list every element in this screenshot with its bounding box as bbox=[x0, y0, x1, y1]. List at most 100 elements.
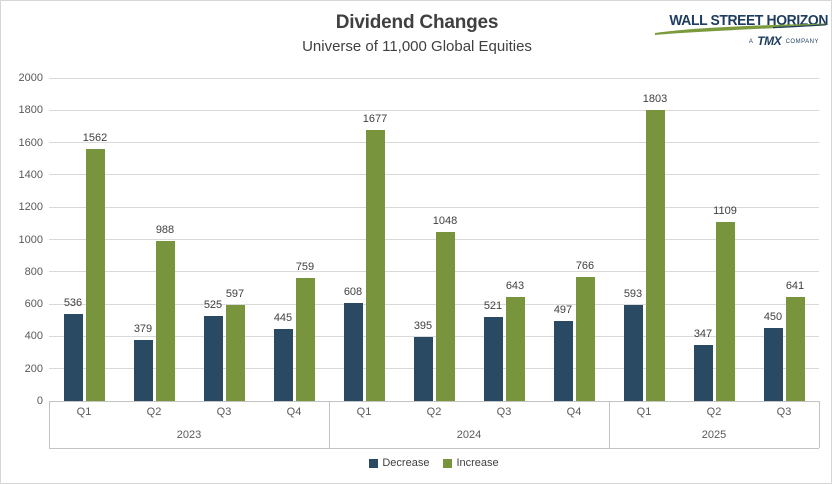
bar-decrease-2024-Q4 bbox=[553, 320, 573, 401]
quarter-label-2023-Q3: Q3 bbox=[216, 406, 232, 418]
chart-title: Dividend Changes bbox=[335, 12, 499, 33]
bar-value-increase-2023-Q3: 597 bbox=[225, 287, 245, 300]
legend-swatch-increase bbox=[443, 458, 453, 468]
bar-decrease-2025-Q2 bbox=[693, 344, 713, 401]
bar-value-decrease-2025-Q2: 347 bbox=[693, 327, 713, 340]
legend-label-increase: Increase bbox=[456, 457, 499, 469]
bar-value-decrease-2024-Q2: 395 bbox=[413, 320, 433, 333]
bar-value-decrease-2024-Q4: 497 bbox=[553, 303, 573, 316]
bar-value-decrease-2025-Q1: 593 bbox=[623, 288, 643, 301]
logo-tagline-a: A bbox=[748, 39, 753, 45]
quarter-label-2024-Q3: Q3 bbox=[496, 406, 512, 418]
bar-value-increase-2023-Q1: 1562 bbox=[82, 131, 108, 144]
bar-value-increase-2024-Q2: 1048 bbox=[432, 214, 458, 227]
gridline-200 bbox=[49, 368, 819, 370]
bar-increase-2024-Q1 bbox=[365, 130, 385, 401]
year-label-2025: 2025 bbox=[701, 429, 727, 441]
logo-tagline: A TMX COMPANY bbox=[749, 32, 819, 50]
bar-decrease-2023-Q2 bbox=[133, 339, 153, 401]
quarter-label-2025-Q1: Q1 bbox=[636, 406, 652, 418]
bar-increase-2023-Q3 bbox=[225, 304, 245, 401]
bar-decrease-2025-Q3 bbox=[763, 328, 783, 401]
gridline-1200 bbox=[49, 206, 819, 208]
y-axis-tick-600: 600 bbox=[24, 298, 43, 311]
chart-subtitle: Universe of 11,000 Global Equities bbox=[302, 38, 532, 55]
bar-value-decrease-2023-Q2: 379 bbox=[133, 322, 153, 335]
gridline-1400 bbox=[49, 174, 819, 176]
axis-band-bottom-line bbox=[49, 447, 819, 449]
bar-value-increase-2024-Q1: 1677 bbox=[362, 113, 388, 126]
bar-value-decrease-2024-Q3: 521 bbox=[483, 299, 503, 312]
y-axis-tick-800: 800 bbox=[24, 265, 43, 278]
legend-item-decrease: Decrease bbox=[369, 457, 429, 469]
bar-increase-2025-Q2 bbox=[715, 221, 735, 401]
wall-street-horizon-logo: WALL STREET HORIZON A TMX COMPANY bbox=[655, 13, 828, 51]
gridline-600 bbox=[49, 303, 819, 305]
gridline-1600 bbox=[49, 142, 819, 144]
quarter-label-2025-Q3: Q3 bbox=[776, 406, 792, 418]
quarter-label-2023-Q4: Q4 bbox=[286, 406, 302, 418]
y-axis-tick-2000: 2000 bbox=[18, 72, 43, 84]
legend-label-decrease: Decrease bbox=[382, 457, 430, 469]
bar-value-increase-2023-Q2: 988 bbox=[155, 224, 175, 237]
quarter-label-2024-Q4: Q4 bbox=[566, 406, 582, 418]
bar-value-decrease-2023-Q4: 445 bbox=[273, 312, 293, 325]
logo-tmx-text: TMX bbox=[757, 34, 782, 48]
year-separator-end bbox=[818, 401, 820, 448]
year-separator bbox=[608, 401, 610, 448]
y-axis-tick-1800: 1800 bbox=[18, 104, 43, 117]
legend-swatch-decrease bbox=[369, 458, 379, 468]
bar-increase-2023-Q1 bbox=[85, 148, 105, 401]
bar-decrease-2023-Q1 bbox=[63, 314, 83, 401]
logo-swoosh-icon bbox=[655, 23, 826, 35]
bar-value-increase-2025-Q2: 1109 bbox=[713, 204, 737, 217]
bar-value-decrease-2025-Q3: 450 bbox=[763, 311, 783, 324]
quarter-label-2024-Q1: Q1 bbox=[356, 406, 372, 418]
y-axis-tick-1200: 1200 bbox=[18, 201, 43, 214]
gridline-2000 bbox=[49, 77, 819, 79]
bar-value-decrease-2023-Q1: 536 bbox=[63, 297, 83, 310]
bar-increase-2023-Q4 bbox=[295, 278, 315, 401]
bar-value-increase-2025-Q3: 641 bbox=[785, 280, 805, 293]
bar-value-increase-2024-Q4: 766 bbox=[575, 260, 595, 273]
quarter-label-2025-Q2: Q2 bbox=[706, 406, 722, 418]
chart-legend: Decrease Increase bbox=[49, 455, 819, 471]
gridline-800 bbox=[49, 271, 819, 273]
quarter-label-2023-Q1: Q1 bbox=[76, 406, 92, 418]
bar-decrease-2024-Q1 bbox=[343, 302, 363, 401]
bar-decrease-2025-Q1 bbox=[623, 305, 643, 401]
year-separator bbox=[48, 401, 50, 448]
bar-value-decrease-2024-Q1: 608 bbox=[343, 285, 363, 298]
year-label-2023: 2023 bbox=[176, 429, 202, 441]
y-axis-tick-200: 200 bbox=[24, 362, 43, 375]
logo-company-text: COMPANY bbox=[785, 39, 819, 45]
bar-value-decrease-2023-Q3: 525 bbox=[203, 299, 223, 312]
bar-value-increase-2025-Q1: 1803 bbox=[642, 92, 668, 105]
quarter-label-2023-Q2: Q2 bbox=[146, 406, 162, 418]
bar-increase-2025-Q3 bbox=[785, 297, 805, 401]
bar-decrease-2023-Q4 bbox=[273, 329, 293, 401]
bar-increase-2024-Q2 bbox=[435, 231, 455, 401]
bar-decrease-2023-Q3 bbox=[203, 316, 223, 401]
bar-decrease-2024-Q2 bbox=[413, 337, 433, 401]
gridline-1000 bbox=[49, 239, 819, 240]
year-label-2024: 2024 bbox=[456, 429, 482, 441]
bar-value-increase-2023-Q4: 759 bbox=[295, 261, 315, 274]
y-axis-tick-1600: 1600 bbox=[18, 136, 43, 149]
y-axis-tick-400: 400 bbox=[24, 330, 43, 343]
bar-increase-2024-Q3 bbox=[505, 297, 525, 401]
legend-item-increase: Increase bbox=[443, 457, 499, 469]
bar-increase-2023-Q2 bbox=[155, 241, 175, 401]
x-axis-line bbox=[49, 400, 819, 402]
bar-increase-2025-Q1 bbox=[645, 109, 665, 401]
quarter-label-2024-Q2: Q2 bbox=[426, 406, 442, 418]
year-separator bbox=[328, 401, 330, 448]
gridline-1800 bbox=[49, 109, 819, 111]
bar-increase-2024-Q4 bbox=[575, 277, 595, 401]
bar-value-increase-2024-Q3: 643 bbox=[505, 280, 525, 293]
bar-decrease-2024-Q3 bbox=[483, 316, 503, 401]
y-axis-tick-0: 0 bbox=[36, 395, 43, 407]
gridline-400 bbox=[49, 335, 819, 337]
y-axis-tick-1400: 1400 bbox=[18, 168, 43, 181]
